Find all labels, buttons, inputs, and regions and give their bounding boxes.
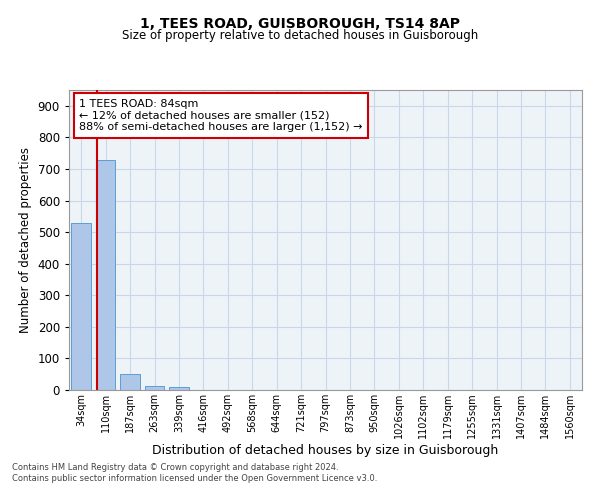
Bar xyxy=(71,224,91,390)
Bar xyxy=(120,374,140,390)
Y-axis label: Number of detached properties: Number of detached properties xyxy=(19,147,32,333)
Text: Size of property relative to detached houses in Guisborough: Size of property relative to detached ho… xyxy=(122,29,478,42)
Bar xyxy=(96,160,115,390)
Bar xyxy=(145,386,164,390)
X-axis label: Distribution of detached houses by size in Guisborough: Distribution of detached houses by size … xyxy=(152,444,499,457)
Text: 1 TEES ROAD: 84sqm
← 12% of detached houses are smaller (152)
88% of semi-detach: 1 TEES ROAD: 84sqm ← 12% of detached hou… xyxy=(79,99,363,132)
Bar xyxy=(169,387,188,390)
Text: 1, TEES ROAD, GUISBOROUGH, TS14 8AP: 1, TEES ROAD, GUISBOROUGH, TS14 8AP xyxy=(140,18,460,32)
Text: Contains HM Land Registry data © Crown copyright and database right 2024.: Contains HM Land Registry data © Crown c… xyxy=(12,462,338,471)
Text: Contains public sector information licensed under the Open Government Licence v3: Contains public sector information licen… xyxy=(12,474,377,483)
